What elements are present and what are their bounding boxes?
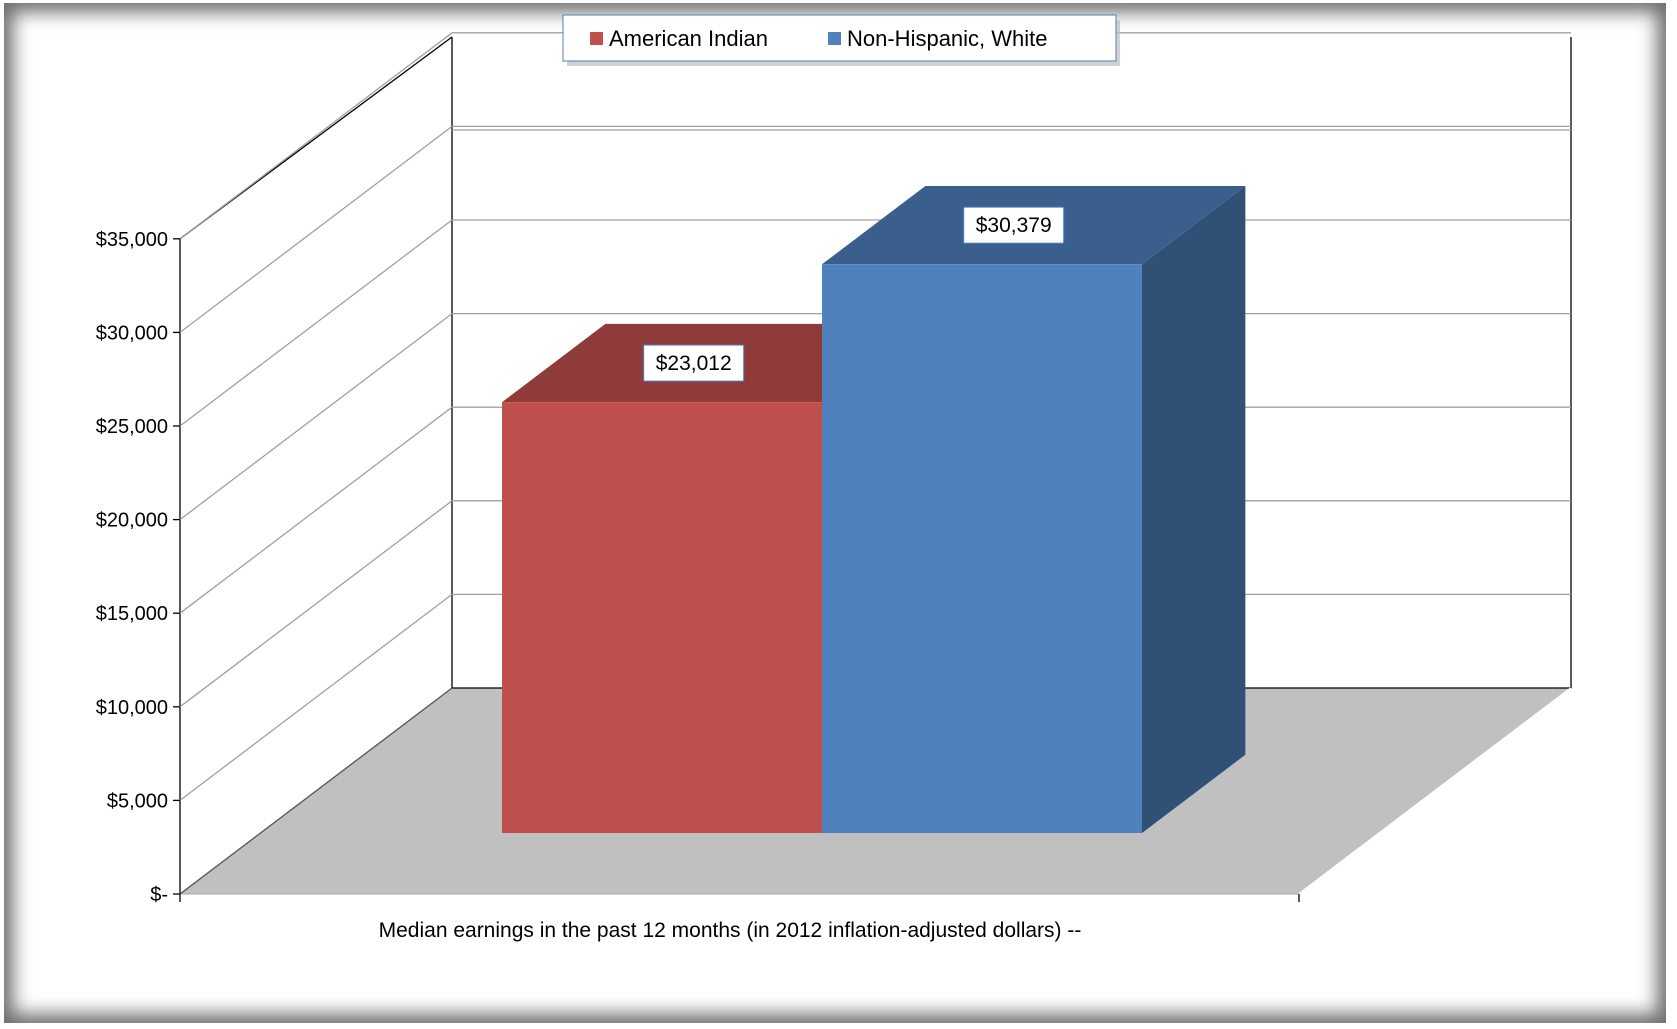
y-tick-label: $35,000 (96, 229, 168, 251)
gridline-side (179, 32, 453, 240)
bar-front-face (822, 264, 1142, 833)
floor-right-edge (1298, 687, 1572, 895)
legend-label: Non-Hispanic, White (847, 26, 1048, 51)
legend: American Indian Non-Hispanic, White (562, 14, 1120, 66)
side-wall-bottom-edge (179, 687, 453, 895)
y-tick-label: $10,000 (96, 697, 168, 719)
y-tick-label: $20,000 (96, 510, 168, 532)
gridline-side (179, 406, 453, 614)
legend-item-1: American Indian (590, 26, 768, 51)
data-label-box (963, 206, 1065, 244)
bar-front-face (502, 402, 822, 833)
y-tick-label: $- (150, 884, 168, 906)
gridline-side (179, 219, 453, 427)
data-label-text: $30,379 (976, 214, 1052, 237)
bars (502, 186, 1246, 833)
data-label-2: $30,379 (963, 206, 1065, 244)
y-tick-label: $5,000 (107, 790, 168, 812)
y-tick-label: $25,000 (96, 416, 168, 438)
bar-2 (822, 186, 1246, 833)
data-labels: $23,012 $30,379 (643, 206, 1065, 382)
gridline-side (179, 125, 453, 333)
data-label-box (643, 344, 745, 382)
y-tick-label: $15,000 (96, 603, 168, 625)
data-label-1: $23,012 (643, 344, 745, 382)
legend-swatch (590, 32, 603, 45)
x-category-label: Median earnings in the past 12 months (i… (379, 919, 1082, 942)
data-label-text: $23,012 (656, 352, 732, 375)
gridline-side (179, 313, 453, 521)
gridline-side (179, 500, 453, 708)
legend-swatch (828, 32, 841, 45)
legend-label: American Indian (609, 26, 768, 51)
legend-item-2: Non-Hispanic, White (828, 26, 1048, 51)
y-axis: $- $5,000 $10,000 $15,000 $20,000 $25,000 $30,… (96, 229, 1300, 906)
gridline-side (179, 593, 453, 801)
y-tick-label: $30,000 (96, 322, 168, 344)
bar-side-face (1142, 186, 1246, 833)
